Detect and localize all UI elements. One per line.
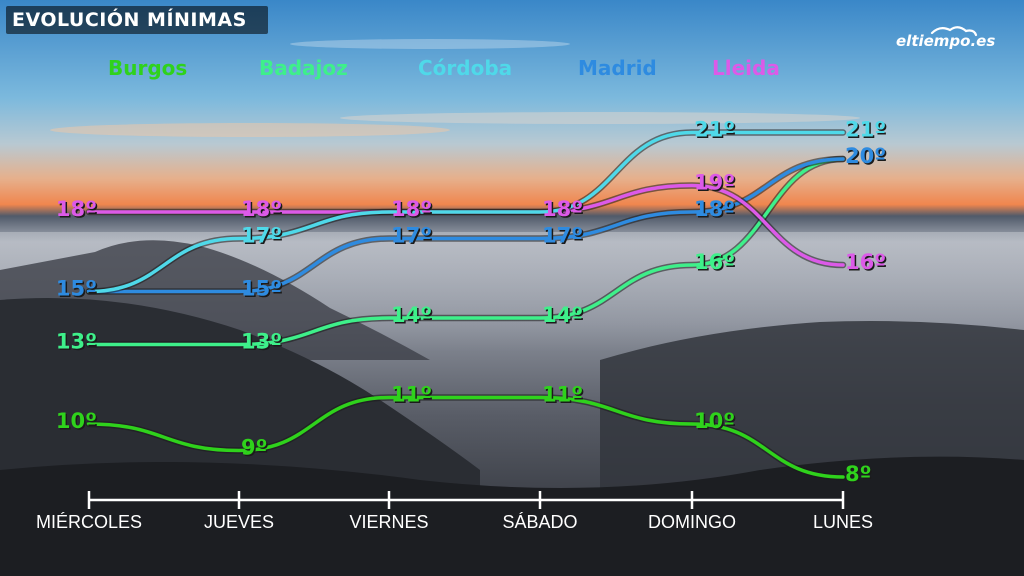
data-label: 18º: [56, 197, 97, 221]
legend-item: Córdoba: [418, 56, 513, 80]
legend-item: Badajoz: [259, 56, 348, 80]
data-label: 16º: [694, 250, 735, 274]
data-label: 13º: [56, 330, 97, 354]
series-line: [87, 157, 845, 294]
data-label: 18º: [542, 197, 583, 221]
data-label-shadow: 16º: [696, 252, 737, 276]
data-label-shadow: 21º: [696, 119, 737, 143]
x-tick-label: JUEVES: [204, 512, 274, 532]
chart-title: EVOLUCIÓN MÍNIMAS: [12, 9, 247, 31]
data-label-shadow: 18º: [544, 199, 585, 223]
data-label-shadow: 10º: [696, 411, 737, 435]
data-label-shadow: 18º: [57, 199, 98, 223]
data-label-shadow: 15º: [243, 278, 284, 302]
cloud-streak: [50, 123, 450, 137]
data-label-shadow: 17º: [243, 225, 284, 249]
x-tick-label: VIERNES: [349, 512, 428, 532]
x-tick-label: DOMINGO: [648, 512, 736, 532]
data-label: 17º: [542, 224, 583, 248]
data-label: 17º: [241, 224, 282, 248]
title-banner: EVOLUCIÓN MÍNIMAS: [6, 6, 268, 34]
data-label-shadow: 18º: [243, 199, 284, 223]
series-line: [87, 157, 845, 347]
legend-item: Lleida: [712, 56, 780, 80]
data-label: 9º: [241, 436, 267, 460]
x-tick-label: SÁBADO: [502, 512, 577, 532]
data-label: 20º: [845, 144, 886, 168]
data-label: 15º: [241, 277, 282, 301]
x-tick-label: LUNES: [813, 512, 873, 532]
data-label-shadow: 16º: [847, 252, 888, 276]
data-label: 11º: [542, 383, 583, 407]
eltiempo-logo: eltiempo.es: [892, 24, 1004, 58]
data-label-shadow: 18º: [696, 199, 737, 223]
data-label: 16º: [845, 250, 886, 274]
data-label: 10º: [56, 409, 97, 433]
data-label-shadow: 13º: [57, 331, 98, 355]
data-label-shadow: 21º: [847, 119, 888, 143]
data-label: 10º: [694, 409, 735, 433]
data-label: 14º: [542, 303, 583, 327]
data-label: 21º: [845, 118, 886, 142]
data-label-shadow: 10º: [57, 411, 98, 435]
data-label-shadow: 13º: [243, 331, 284, 355]
data-label: 8º: [845, 462, 871, 486]
legend-item: Madrid: [578, 56, 657, 80]
data-label: 11º: [391, 383, 432, 407]
data-label-shadow: 17º: [393, 225, 434, 249]
series-line: [87, 395, 845, 479]
data-label-shadow: 18º: [393, 199, 434, 223]
data-label-shadow: 11º: [393, 384, 434, 408]
cloud-streak: [290, 39, 570, 49]
series-line: [87, 130, 845, 294]
data-label-shadow: 14º: [544, 305, 585, 329]
data-label-shadow: 20º: [847, 146, 888, 170]
data-label: 13º: [241, 330, 282, 354]
data-label: 15º: [56, 277, 97, 301]
data-label-shadow: 19º: [696, 172, 737, 196]
data-label-shadow: 14º: [393, 305, 434, 329]
data-label-shadow: 15º: [57, 278, 98, 302]
data-label-shadow: 11º: [544, 384, 585, 408]
data-label: 17º: [391, 224, 432, 248]
data-label: 19º: [694, 171, 735, 195]
data-label: 21º: [694, 118, 735, 142]
forest-foreground: [0, 456, 1024, 576]
cloud-streak: [340, 112, 860, 124]
x-tick-label: MIÉRCOLES: [36, 512, 142, 532]
cloud-icon: [930, 26, 978, 37]
logo-text: eltiempo.es: [896, 32, 996, 50]
legend-item: Burgos: [108, 56, 188, 80]
data-label-shadow: 9º: [243, 437, 269, 461]
data-label: 14º: [391, 303, 432, 327]
data-label: 18º: [694, 197, 735, 221]
data-label: 18º: [391, 197, 432, 221]
data-label-shadow: 17º: [544, 225, 585, 249]
data-label: 18º: [241, 197, 282, 221]
data-label-shadow: 8º: [847, 464, 873, 488]
